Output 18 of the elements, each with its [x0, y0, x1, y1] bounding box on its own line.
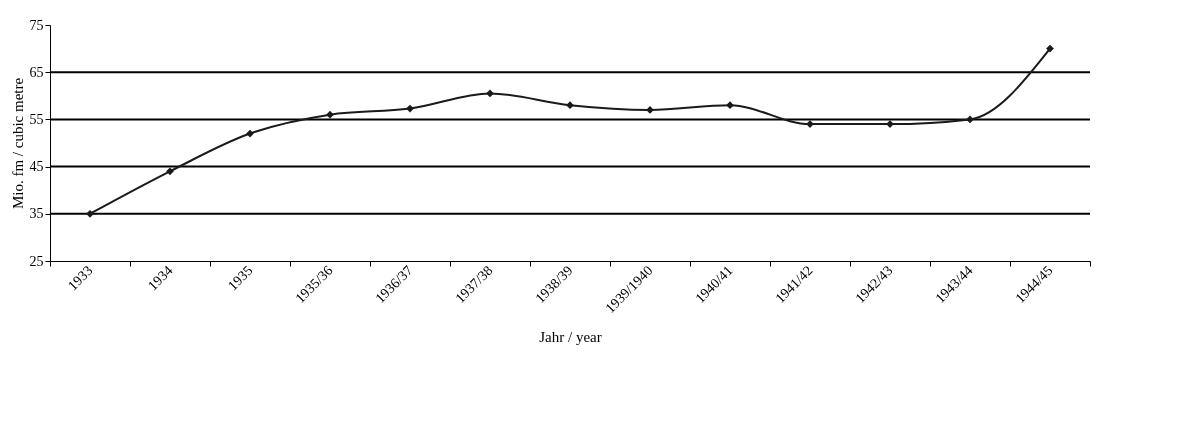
- point: [86, 209, 94, 218]
- y-tick-label: 45: [29, 159, 44, 175]
- point: [566, 101, 574, 110]
- point: [326, 110, 334, 119]
- point: [966, 115, 974, 124]
- point: [246, 129, 254, 138]
- y-tick-label: 65: [29, 64, 44, 80]
- point: [406, 104, 414, 113]
- point: [166, 167, 174, 176]
- y-tick-label: 35: [29, 206, 44, 222]
- y-tick-label: 75: [29, 17, 44, 33]
- y-tick-label: 25: [29, 253, 44, 269]
- y-tick-label: 55: [29, 111, 44, 127]
- y-axis-title: Mio. fm / cubic metre: [9, 77, 26, 210]
- point: [726, 101, 734, 110]
- point: [1046, 44, 1054, 53]
- x-axis-title: Jahr / year: [539, 328, 602, 345]
- point: [486, 89, 494, 98]
